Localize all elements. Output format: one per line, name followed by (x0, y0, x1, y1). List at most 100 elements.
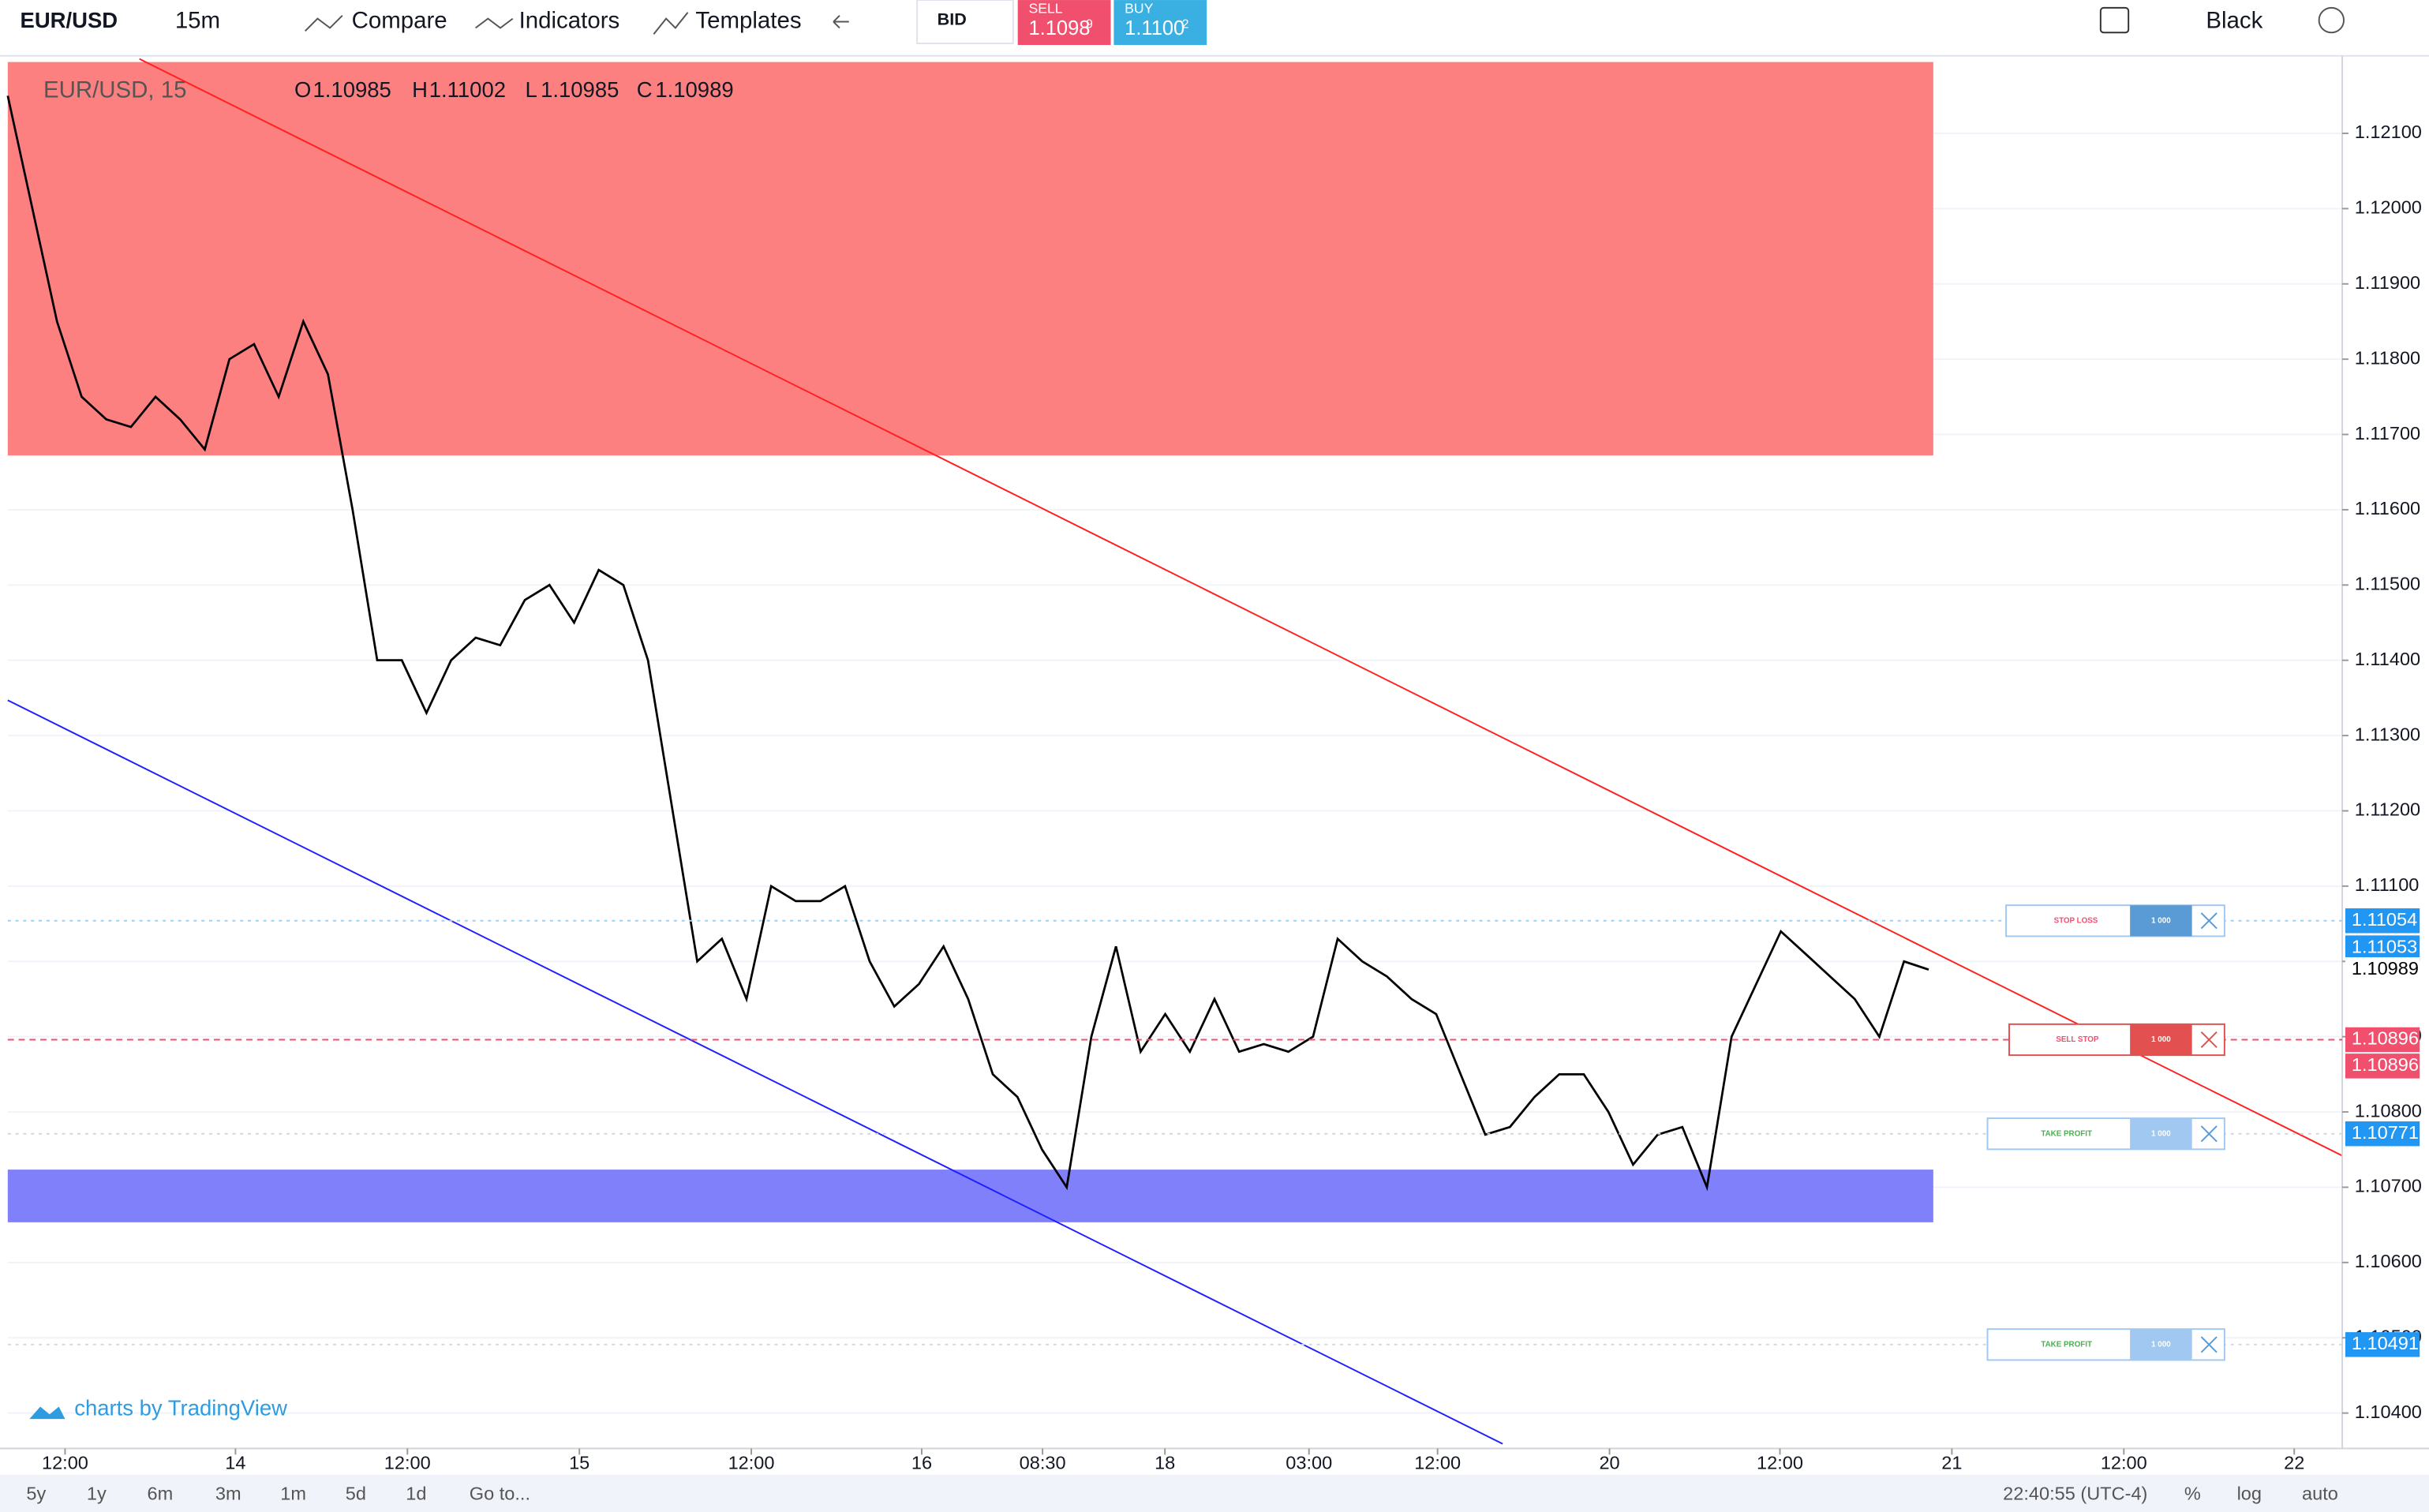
buy-button[interactable] (1113, 0, 1207, 45)
order-qty-bg[interactable] (2130, 1329, 2192, 1360)
y-tick-label: 1.10700 (2355, 1176, 2422, 1196)
support-trendline (7, 699, 1503, 1445)
resistance-trendline (139, 58, 2343, 1157)
bid-select[interactable] (916, 0, 1014, 44)
order-qty[interactable]: 1 000 (2151, 1035, 2171, 1044)
order-qty[interactable]: 1 000 (2151, 1340, 2171, 1349)
price-label: 1.10491 (2352, 1333, 2419, 1353)
y-tick-label: 1.11100 (2355, 874, 2420, 895)
x-tick-label: 12:00 (42, 1452, 88, 1473)
price-label: 1.10989 (2352, 958, 2419, 979)
y-tick-label: 1.11400 (2355, 649, 2420, 669)
plot (7, 62, 2343, 1414)
order-qty[interactable]: 1 000 (2151, 916, 2171, 925)
legend-low-label: L (525, 77, 537, 102)
x-tick-label: 20 (1599, 1452, 1619, 1473)
y-tick-label: 1.10800 (2355, 1100, 2422, 1121)
x-tick-label: 12:00 (1757, 1452, 1803, 1473)
order-qty-bg[interactable] (2130, 1024, 2192, 1056)
y-tick-label: 1.12000 (2355, 197, 2422, 218)
indicators-button[interactable]: Indicators (519, 7, 620, 33)
watermark-logo (29, 1406, 65, 1420)
price-label: 1.10896 (2352, 1028, 2419, 1049)
price-label: 1.11054 (2352, 909, 2417, 930)
price-label-bg (2345, 957, 2420, 982)
order-label[interactable]: SELL STOP (2056, 1035, 2099, 1044)
supply-zone (7, 62, 1933, 456)
y-tick-label: 1.10600 (2355, 1251, 2422, 1271)
y-tick-label: 1.11900 (2355, 272, 2420, 293)
sell-price-sup[interactable]: 9 (1086, 18, 1093, 32)
log-toggle[interactable]: log (2237, 1484, 2262, 1504)
order-qty-bg[interactable] (2130, 905, 2192, 937)
range-button[interactable]: 5y (26, 1484, 46, 1504)
theme-select[interactable]: Black (2206, 7, 2262, 33)
price-label-bg (2345, 1054, 2420, 1079)
symbol[interactable]: EUR/USD (21, 8, 118, 32)
order-qty[interactable]: 1 000 (2151, 1129, 2171, 1138)
demand-zone (7, 1170, 1933, 1222)
y-tick-label: 1.12100 (2355, 122, 2422, 142)
order-close[interactable] (2200, 912, 2218, 930)
x-tick-label: 22 (2284, 1452, 2304, 1473)
legend-open: 1.10985 (313, 77, 391, 102)
y-tick-label: 1.11500 (2355, 574, 2420, 594)
x-tick-label: 16 (911, 1452, 932, 1473)
order-label[interactable]: STOP LOSS (2054, 916, 2098, 925)
price-label-bg (2345, 908, 2420, 934)
x-tick-label: 12:00 (728, 1452, 775, 1473)
x-tick-label: 18 (1155, 1452, 1175, 1473)
x-tick-label: 15 (569, 1452, 589, 1473)
x-tick-label: 03:00 (1286, 1452, 1332, 1473)
toolbar (0, 0, 2429, 56)
price-label-bg (2345, 1332, 2420, 1357)
sell-price[interactable]: 1.1098 (1028, 17, 1090, 39)
range-button[interactable]: 1m (280, 1484, 306, 1504)
range-button[interactable]: 6m (147, 1484, 173, 1504)
sell-button[interactable] (1017, 0, 1111, 45)
x-tick-label: 08:30 (1020, 1452, 1066, 1473)
price-label: 1.10771 (2352, 1122, 2419, 1143)
range-button[interactable]: 1y (87, 1484, 107, 1504)
settings-icon[interactable] (2318, 6, 2345, 34)
percent-toggle[interactable]: % (2184, 1484, 2201, 1504)
compare-button[interactable]: Compare (352, 7, 447, 33)
legend-high: 1.11002 (429, 77, 506, 102)
range-button[interactable]: 3m (215, 1484, 241, 1504)
range-button[interactable]: 1d (406, 1484, 426, 1504)
range-button[interactable]: 5d (346, 1484, 366, 1504)
order-label[interactable]: TAKE PROFIT (2041, 1340, 2092, 1349)
goto-button[interactable]: Go to... (470, 1484, 530, 1504)
sell-label[interactable]: SELL (1028, 1, 1062, 17)
watermark[interactable]: charts by TradingView (74, 1396, 287, 1420)
price-label-bg (2345, 935, 2420, 960)
order-close[interactable] (2200, 1031, 2218, 1048)
buy-label[interactable]: BUY (1125, 1, 1154, 17)
buy-price[interactable]: 1.1100 (1125, 17, 1185, 39)
price-label: 1.11053 (2352, 936, 2417, 956)
y-tick-label: 1.10400 (2355, 1402, 2422, 1422)
buy-price-sup[interactable]: 2 (1182, 18, 1189, 32)
legend-symbol: EUR/USD, 15 (43, 77, 187, 103)
legend-low: 1.10985 (541, 77, 619, 102)
legend-close: 1.10989 (655, 77, 733, 102)
toolbar-icons (305, 12, 849, 35)
bid-label[interactable]: BID (938, 9, 967, 28)
y-tick-label: 1.11800 (2355, 347, 2420, 368)
x-tick-label: 12:00 (384, 1452, 431, 1473)
x-tick-label: 21 (1941, 1452, 1962, 1473)
order-close[interactable] (2200, 1125, 2218, 1143)
price-label-bg (2345, 1121, 2420, 1147)
fullscreen-icon[interactable] (2099, 6, 2130, 34)
legend-close-label: C (637, 77, 653, 102)
order-qty-bg[interactable] (2130, 1118, 2192, 1150)
templates-button[interactable]: Templates (695, 7, 801, 33)
order-label[interactable]: TAKE PROFIT (2041, 1129, 2092, 1138)
interval[interactable]: 15m (175, 7, 220, 33)
auto-toggle[interactable]: auto (2302, 1484, 2338, 1504)
y-tick-label: 1.11700 (2355, 423, 2420, 443)
order-widget[interactable] (2008, 1023, 2225, 1057)
price-label-bg (2345, 1027, 2420, 1053)
order-close[interactable] (2200, 1336, 2218, 1353)
